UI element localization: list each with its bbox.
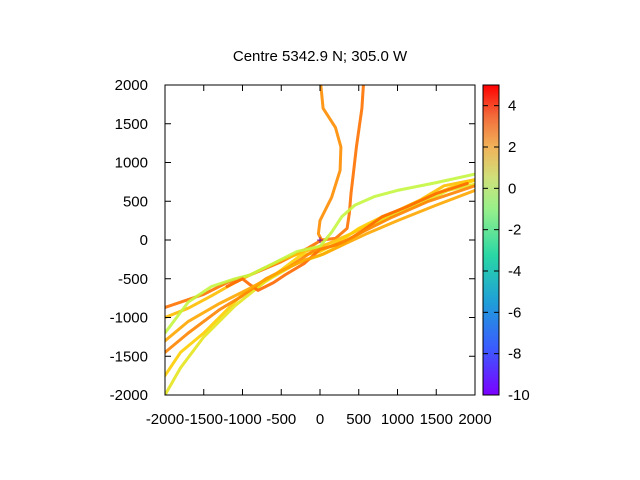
- x-tick-label: -500: [266, 411, 296, 428]
- colorbar-tick-label: -10: [508, 387, 530, 404]
- colorbar-tick-label: -2: [508, 222, 521, 239]
- centre-marker: +: [316, 233, 323, 247]
- x-tick-label: 2000: [458, 411, 491, 428]
- colorbar-tick-label: 2: [508, 139, 516, 156]
- colorbar-tick-label: -4: [508, 263, 521, 280]
- colorbar-tick-label: 4: [508, 98, 516, 115]
- x-tick-label: -1000: [223, 411, 261, 428]
- colorbar: [482, 84, 500, 396]
- y-tick-label: 1500: [115, 116, 148, 133]
- y-tick-label: -1500: [110, 348, 148, 365]
- x-tick-label: -1500: [185, 411, 223, 428]
- centre-marker-group: +: [316, 233, 323, 247]
- x-tick-label: 1500: [420, 411, 453, 428]
- track-line-2: [165, 85, 365, 309]
- colorbar-axis: 4 2 0 -2 -4 -6 -8 -10: [483, 98, 530, 404]
- y-axis: 2000 1500 1000 500 0 -500 -1000 -1500 -2000: [110, 77, 475, 404]
- y-tick-label: 0: [140, 232, 148, 249]
- y-tick-label: 1000: [115, 155, 148, 172]
- track-line-4: [165, 172, 475, 335]
- x-tick-label: 1000: [381, 411, 414, 428]
- y-tick-label: -500: [118, 271, 148, 288]
- x-tick-label: -2000: [146, 411, 184, 428]
- track-line-1: [316, 85, 343, 242]
- y-tick-label: -1000: [110, 310, 148, 327]
- colorbar-tick-label: -6: [508, 304, 521, 321]
- track-line-8: [165, 184, 475, 354]
- chart-title: Centre 5342.9 N; 305.0 W: [233, 48, 408, 65]
- y-tick-label: 500: [123, 193, 148, 210]
- y-tick-label: -2000: [110, 387, 148, 404]
- track-line-9: [165, 188, 475, 343]
- y-tick-label: 2000: [115, 77, 148, 94]
- tracks-group: [165, 85, 475, 395]
- colorbar-tick-label: 0: [508, 180, 516, 197]
- x-tick-label: 500: [346, 411, 371, 428]
- x-axis: -2000 -1500 -1000 -500 0 500 1000 1500 2000: [146, 85, 492, 428]
- colorbar-tick-label: -8: [508, 346, 521, 363]
- x-tick-label: 0: [316, 411, 324, 428]
